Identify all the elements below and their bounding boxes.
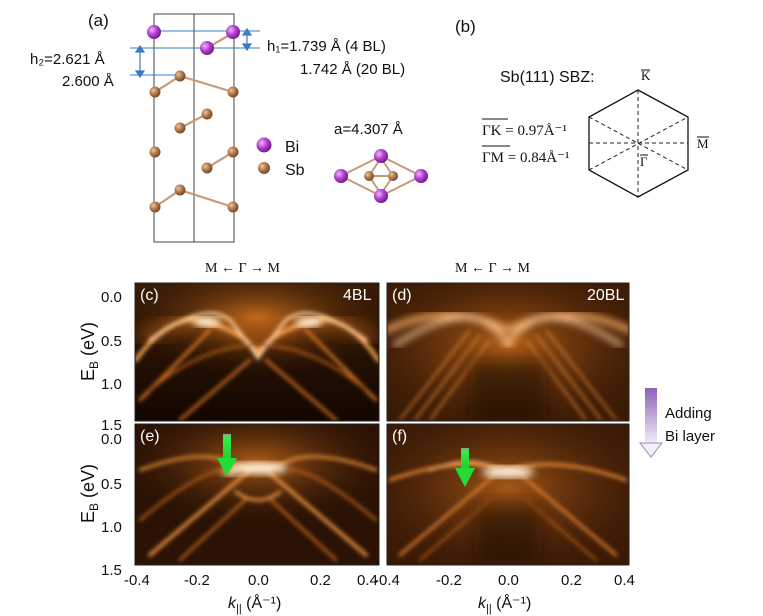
ytick-bottom-2: 1.0 <box>101 519 122 536</box>
bi-atom <box>226 25 240 39</box>
sb-atom <box>388 171 398 181</box>
ytick-bottom-1: 0.5 <box>101 476 122 493</box>
panel-b-label: (b) <box>455 17 476 36</box>
ytick-top-3: 1.5 <box>101 417 122 434</box>
legend-sb-swatch <box>258 162 270 174</box>
height-guides <box>130 30 260 76</box>
panel-a-label: (a) <box>88 11 109 30</box>
panel-b: (b) Sb(111) SBZ: ΓK = 0.97Å⁻¹ ΓM = 0.84Å… <box>455 17 709 198</box>
y-axis-top: 0.0 0.5 1.0 1.5 <box>101 289 122 434</box>
xtick-left-1: -0.2 <box>184 572 210 589</box>
x-axis-title-right: k|| (Å⁻¹) <box>478 593 531 615</box>
x-axis-title-left: k|| (Å⁻¹) <box>228 593 281 615</box>
bi-atom <box>374 149 388 163</box>
sb-atom <box>227 201 239 213</box>
ytick-top-2: 1.0 <box>101 376 122 393</box>
panel-c-label: (c) <box>140 287 159 304</box>
xtick-left-2: 0.0 <box>248 572 269 589</box>
top-view-lattice <box>334 149 428 203</box>
arpes-panel-f <box>387 424 629 565</box>
sb-atom <box>227 86 239 98</box>
legend-bi-swatch <box>256 137 272 153</box>
sb-atom <box>149 201 161 213</box>
ytick-bottom-0: 0.0 <box>101 431 122 448</box>
xtick-left-0: -0.4 <box>124 572 150 589</box>
sbz-title: Sb(111) SBZ: <box>500 69 595 86</box>
gamma-m-equation: ΓM = 0.84Å⁻¹ <box>482 150 569 166</box>
panel-f-label: (f) <box>392 428 407 445</box>
atom-legend: Bi Sb <box>256 137 305 179</box>
h1-arrow <box>241 27 253 52</box>
xtick-right-3: 0.2 <box>561 572 582 589</box>
panel-a: (a) h₁=1.739 Å (4 BL) 1.742 Å (20 BL) h₂… <box>30 11 428 243</box>
x-axis-left: -0.4 -0.2 0.0 0.2 0.4 <box>124 572 378 589</box>
bi-atom <box>334 169 348 183</box>
panel-e-label: (e) <box>140 428 160 445</box>
arpes-panel-c <box>135 283 379 421</box>
panel-borders <box>134 282 630 566</box>
legend-sb-label: Sb <box>285 162 305 179</box>
sb-atom <box>201 108 213 120</box>
panel-d-tag: 20BL <box>587 287 624 304</box>
bi-atoms <box>147 25 240 55</box>
gamma-k-equation: ΓK = 0.97Å⁻¹ <box>482 123 567 139</box>
y-axis-title-top: EB (eV) <box>78 322 101 381</box>
ytick-bottom-3: 1.5 <box>101 562 122 579</box>
point-m-label: M <box>697 136 709 151</box>
direction-label-left: M ← Γ → M <box>205 261 281 276</box>
xtick-right-1: -0.2 <box>436 572 462 589</box>
panel-d-label: (d) <box>392 287 412 304</box>
arpes-panel-d <box>387 283 629 421</box>
sb-atom <box>149 146 161 158</box>
arpes-panel-e <box>135 424 379 565</box>
xtick-left-4: 0.4 <box>357 572 378 589</box>
h2-arrow <box>134 44 146 79</box>
adding-bi-layer-arrow <box>638 388 664 458</box>
bi-atom <box>200 41 214 55</box>
xtick-right-2: 0.0 <box>498 572 519 589</box>
brillouin-zone-hexagon <box>588 89 689 198</box>
green-arrow-e <box>217 434 237 476</box>
direction-label-right: M ← Γ → M <box>455 261 531 276</box>
bi-layer-label: Bi layer <box>665 428 715 445</box>
sb-atom <box>174 184 186 196</box>
h1-label: h₁=1.739 Å (4 BL) <box>267 38 386 55</box>
sb-atoms <box>149 70 239 213</box>
sb-atom <box>227 146 239 158</box>
unit-cell <box>153 13 235 243</box>
h2-label: h₂=2.621 Å <box>30 51 105 68</box>
xtick-right-4: 0.4 <box>614 572 635 589</box>
bi-atom <box>147 25 161 39</box>
sb-atom <box>174 122 186 134</box>
panel-c-tag: 4BL <box>343 287 372 304</box>
ytick-top-1: 0.5 <box>101 333 122 350</box>
legend-bi-label: Bi <box>285 139 299 156</box>
green-arrow-f <box>455 448 475 487</box>
bi-atom <box>414 169 428 183</box>
point-k-label: K <box>641 68 651 83</box>
sb-atom <box>364 171 374 181</box>
h1-label-20bl: 1.742 Å (20 BL) <box>300 61 405 78</box>
sb-atom <box>201 162 213 174</box>
lattice-constant: a=4.307 Å <box>334 121 403 138</box>
xtick-right-0: -0.4 <box>374 572 400 589</box>
h2-label-20bl: 2.600 Å <box>62 73 114 90</box>
point-gamma-label: Γ <box>640 154 648 169</box>
x-axis-right: -0.4 -0.2 0.0 0.2 0.4 <box>374 572 635 589</box>
bi-atom <box>374 189 388 203</box>
y-axis-title-bottom: EB (eV) <box>78 464 101 523</box>
sb-atom <box>174 70 186 82</box>
y-axis-bottom: 0.0 0.5 1.0 1.5 <box>101 431 122 579</box>
xtick-left-3: 0.2 <box>310 572 331 589</box>
adding-label: Adding <box>665 405 712 422</box>
sb-atom <box>149 86 161 98</box>
ytick-top-0: 0.0 <box>101 289 122 306</box>
